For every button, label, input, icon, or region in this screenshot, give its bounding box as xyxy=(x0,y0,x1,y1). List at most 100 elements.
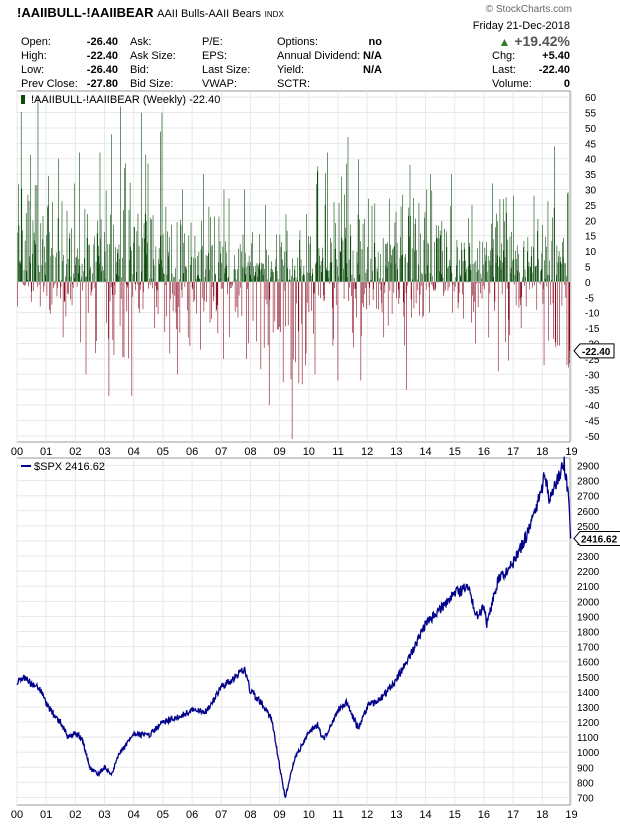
bar-negative xyxy=(277,281,278,330)
bar-positive xyxy=(463,242,465,282)
panel2-last-value: 2416.62 xyxy=(581,534,618,545)
bar-positive xyxy=(144,238,145,282)
bar-positive xyxy=(281,280,283,282)
bar-positive xyxy=(58,251,60,282)
bar-negative xyxy=(473,281,474,313)
bar-negative xyxy=(372,281,374,301)
bar-positive xyxy=(348,259,350,282)
bar-negative xyxy=(362,281,363,304)
bar-positive xyxy=(135,272,137,282)
bar-positive xyxy=(461,242,462,282)
bar-negative xyxy=(539,281,540,283)
bar-negative xyxy=(106,281,107,323)
bar-positive xyxy=(563,237,564,282)
bar-positive xyxy=(338,276,339,282)
bar-negative xyxy=(122,281,124,358)
bar-positive xyxy=(537,218,539,282)
bar-negative xyxy=(320,281,321,299)
bar-negative xyxy=(192,281,193,290)
panel1-ytick-label: 45 xyxy=(585,139,597,150)
bar-positive xyxy=(512,260,514,282)
bar-negative xyxy=(494,281,496,302)
bar-positive xyxy=(315,264,316,282)
bar-negative xyxy=(154,281,156,329)
bar-positive xyxy=(469,242,471,282)
bar-negative xyxy=(364,281,366,289)
bar-negative xyxy=(193,281,195,302)
bar-positive xyxy=(502,199,504,282)
bar-positive xyxy=(366,269,368,282)
bar-positive xyxy=(564,263,566,282)
bar-positive xyxy=(333,202,335,282)
bar-positive xyxy=(253,276,255,282)
bar-negative xyxy=(94,281,96,289)
bar-positive xyxy=(290,280,291,282)
bar-positive xyxy=(18,184,19,282)
panel1-ytick-label: 20 xyxy=(585,216,597,227)
bar-negative xyxy=(565,281,567,298)
bar-positive xyxy=(55,257,57,282)
bar-positive xyxy=(524,269,526,282)
bar-positive xyxy=(439,230,441,282)
bar-positive xyxy=(185,266,187,282)
q-ask-label: Ask: xyxy=(130,36,152,48)
bar-negative xyxy=(542,281,544,304)
bar-positive xyxy=(147,163,149,282)
bar-negative xyxy=(433,281,435,291)
bar-negative xyxy=(463,281,464,319)
bar-negative xyxy=(266,281,268,305)
bar-negative xyxy=(406,281,407,390)
bar-negative xyxy=(56,281,58,297)
bar-negative xyxy=(333,281,334,340)
bar-negative xyxy=(353,281,354,348)
bar-positive xyxy=(504,257,506,282)
bar-positive xyxy=(144,213,146,282)
bar-positive xyxy=(350,236,352,282)
bar-negative xyxy=(152,281,153,289)
bar-positive xyxy=(273,272,274,282)
bar-negative xyxy=(381,281,382,304)
bar-positive xyxy=(472,263,474,282)
bar-positive xyxy=(289,269,291,282)
panel2-ytick-label: 2100 xyxy=(577,582,600,593)
bar-negative xyxy=(514,281,515,285)
bar-positive xyxy=(27,279,28,282)
bar-positive xyxy=(500,268,502,282)
bar-positive xyxy=(515,250,516,282)
bar-positive xyxy=(329,262,331,282)
bar-negative xyxy=(211,281,212,319)
bar-negative xyxy=(72,281,73,285)
bar-negative xyxy=(181,281,182,290)
bar-negative xyxy=(525,281,527,307)
bar-positive xyxy=(471,204,473,282)
bar-positive xyxy=(104,251,106,282)
bar-positive xyxy=(295,277,297,282)
bar-positive xyxy=(178,279,180,282)
bar-negative xyxy=(397,281,399,290)
bar-negative xyxy=(49,281,51,314)
bar-positive xyxy=(554,146,555,282)
bar-positive xyxy=(401,254,403,282)
bar-positive xyxy=(170,280,172,282)
panel1-ytick-label: 30 xyxy=(585,186,597,197)
bar-negative xyxy=(497,281,499,372)
bar-positive xyxy=(66,210,68,282)
bar-positive xyxy=(461,250,463,282)
bar-positive xyxy=(88,245,90,282)
bar-positive xyxy=(182,242,184,282)
bar-positive xyxy=(242,234,244,282)
bar-negative xyxy=(335,281,337,306)
bar-positive xyxy=(517,270,519,282)
bar-negative xyxy=(108,281,110,396)
bar-positive xyxy=(527,237,529,282)
panel2-last-value-tag xyxy=(573,530,620,546)
bar-negative xyxy=(384,281,386,293)
bar-positive xyxy=(227,278,229,282)
bar-positive xyxy=(558,256,559,282)
bar-positive xyxy=(287,268,288,282)
bar-positive xyxy=(359,241,361,282)
panel1-ytick-label: -5 xyxy=(585,293,594,304)
bar-negative xyxy=(191,281,193,288)
bar-positive xyxy=(390,263,392,282)
bar-positive xyxy=(310,236,311,282)
